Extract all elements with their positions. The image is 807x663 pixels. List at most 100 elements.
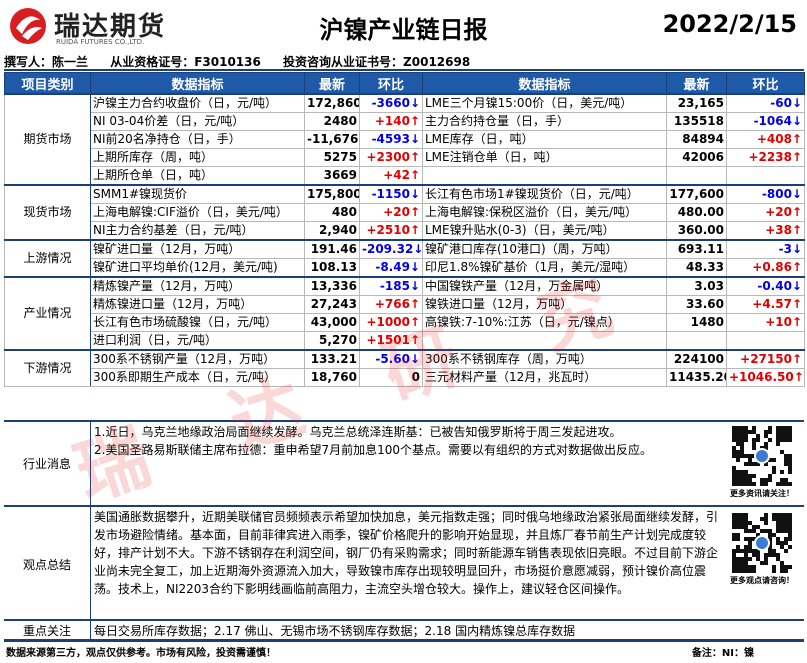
summary-block: 观点总结 美国通胀数据攀升，近期美联储官员频频表示希望加快加息，美元指数走强；同… [4, 505, 804, 621]
qr-module [740, 430, 744, 434]
qr-module [788, 434, 792, 438]
qr-module [744, 529, 748, 533]
change-value: -5.60↓ [359, 349, 423, 369]
qr-module [784, 478, 788, 482]
table-row: 期货市场 沪镍主力合约收盘价（日，元/吨） 172,860 -3660↓ LME三个月镍… [4, 93, 805, 186]
category: 期货市场 [4, 93, 91, 186]
qr-module [776, 426, 780, 430]
qr-module [752, 553, 756, 557]
qr-module [772, 553, 776, 557]
qr-module [736, 549, 740, 553]
footnote: 备注：NI：镍 [691, 648, 754, 659]
change-value [726, 166, 805, 186]
qr-module [736, 525, 740, 529]
disclaimer: 数据来源第三方，观点仅供参考。市场有风险，投资需谨慎！ [6, 648, 276, 659]
license: 从业资格证号：F3010136 [110, 55, 261, 69]
qr-module [776, 438, 780, 442]
qr-module [744, 470, 748, 474]
qr-module [736, 470, 740, 474]
data-table: 项目类别 数据指标 最新 环比 数据指标 最新 环比 期货市场 沪镍主力合约收盘价（日，元/吨… [4, 72, 805, 387]
report-date: 2022/2/15 [662, 10, 797, 38]
qr-module [760, 529, 764, 533]
footer: 数据来源第三方，观点仅供参考。市场有风险，投资需谨慎！ 备注：NI：镍 [4, 640, 804, 659]
qr-module [788, 430, 792, 434]
qr-module [788, 545, 792, 549]
change-value: -1064↓ [726, 112, 805, 131]
qr-module [764, 434, 768, 438]
qr-module [748, 482, 752, 486]
qr-module [740, 438, 744, 442]
column-header: 数据指标 [422, 72, 667, 95]
qr-module [784, 426, 788, 430]
qr-module [788, 438, 792, 442]
qr-module [744, 557, 748, 561]
report-title: 沪镍产业链日报 [319, 16, 488, 44]
change-value: +1501↑ [359, 331, 423, 351]
qr-module [736, 569, 740, 573]
qr-module [744, 513, 748, 517]
qr-module [772, 565, 776, 569]
qr-module [768, 529, 772, 533]
qr-module [744, 462, 748, 466]
qr-module [768, 478, 772, 482]
change-value: -60↓ [726, 93, 805, 113]
qr-module [784, 525, 788, 529]
qr-module [784, 430, 788, 434]
qr-module [784, 513, 788, 517]
indicator: 镍矿进口量（12月，万吨） [90, 239, 305, 259]
qr-module [736, 561, 740, 565]
qr-module [788, 454, 792, 458]
qr-module [776, 537, 780, 541]
qr-module [764, 529, 768, 533]
qr-module [732, 521, 736, 525]
indicator: 长江有色市场1#镍现货价（日，元/吨） [422, 184, 667, 204]
change-value: +10↑ [726, 313, 805, 332]
qr-module [784, 521, 788, 525]
change-value: +408↑ [726, 130, 805, 149]
latest-value: 175,800 [304, 184, 360, 204]
qr-module [772, 517, 776, 521]
qr-module [740, 569, 744, 573]
qr-module [788, 517, 792, 521]
qr-module [788, 525, 792, 529]
indicator: 长江有色市场硫酸镍（日，元/吨） [90, 313, 305, 332]
qr-module [784, 565, 788, 569]
qr-module [788, 565, 792, 569]
qr-module [744, 537, 748, 541]
qr-module [736, 517, 740, 521]
qr-module [736, 537, 740, 541]
summary-text: 美国通胀数据攀升，近期美联储官员频频表示希望加快加息，美元指数走强；同时俄乌地缘… [94, 510, 719, 596]
indicator: NI前20名净持仓（日，手） [90, 130, 305, 149]
indicator: 中国镍铁产量（12月，万金属吨） [422, 276, 667, 296]
qr-module [788, 470, 792, 474]
qr-module [748, 545, 752, 549]
qr-module [784, 549, 788, 553]
qr-module [740, 434, 744, 438]
latest-value: 360.00 [666, 221, 727, 241]
table-row: 长江有色市场硫酸镍（日，元/吨） 43,000 +1000↑ 高镍铁:7-10%:江苏… [5, 313, 805, 332]
qr-block: 更多资讯请关注！ [722, 426, 802, 499]
qr-module [732, 474, 736, 478]
qr-module [784, 569, 788, 573]
qr-module [764, 446, 768, 450]
qr-module [740, 474, 744, 478]
qr-module [772, 458, 776, 462]
change-value: -185↓ [359, 276, 423, 296]
qr-module [784, 537, 788, 541]
qr-module [744, 553, 748, 557]
latest-value: 693.11 [666, 239, 727, 259]
change-value: +27150↑ [726, 349, 805, 369]
indicator: 镍矿进口平均单价(12月，美元/吨) [90, 258, 305, 278]
qr-module [740, 561, 744, 565]
qr-module [740, 525, 744, 529]
qr-module [736, 438, 740, 442]
qr-module [776, 517, 780, 521]
qr-module [752, 529, 756, 533]
change-value: +1046.50↑ [726, 368, 805, 387]
qr-module [756, 434, 760, 438]
change-value: -4593↓ [359, 130, 423, 149]
qr-module [732, 557, 736, 561]
qr-module [732, 565, 736, 569]
qr-module [776, 553, 780, 557]
